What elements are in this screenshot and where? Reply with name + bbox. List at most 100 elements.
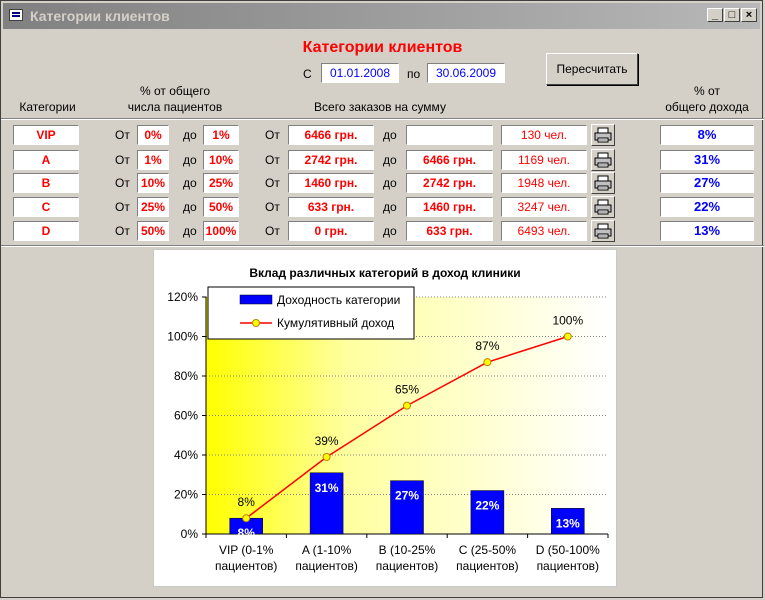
x-tick-label: D (50-100% bbox=[536, 543, 600, 557]
from-label: От bbox=[265, 176, 280, 190]
minimize-button[interactable]: _ bbox=[707, 8, 723, 22]
sum-from-field[interactable]: 1460 грн. bbox=[288, 173, 374, 193]
from-label: От bbox=[115, 200, 130, 214]
divider-top bbox=[1, 118, 764, 120]
category-name-field[interactable]: VIP bbox=[13, 125, 79, 145]
income-share-field[interactable]: 22% bbox=[660, 197, 754, 217]
print-button[interactable] bbox=[591, 220, 615, 242]
legend-swatch-marker bbox=[252, 319, 260, 327]
x-tick-label: VIP (0-1% bbox=[219, 543, 274, 557]
pct-to-field[interactable]: 25% bbox=[203, 173, 239, 193]
from-label: От bbox=[265, 153, 280, 167]
y-tick-label: 100% bbox=[167, 330, 198, 344]
from-label: От bbox=[115, 153, 130, 167]
income-share-field[interactable]: 13% bbox=[660, 221, 754, 241]
column-header-pct-income-2: общего дохода bbox=[665, 100, 749, 114]
from-label: От bbox=[265, 128, 280, 142]
line-point bbox=[563, 332, 572, 341]
line-data-label: 39% bbox=[315, 434, 339, 448]
category-name-field[interactable]: B bbox=[13, 173, 79, 193]
category-name-field[interactable]: A bbox=[13, 150, 79, 170]
x-tick-label: пациентов) bbox=[456, 559, 518, 573]
x-tick-label: A (1-10% bbox=[302, 543, 352, 557]
legend-label-line: Кумулятивный доход bbox=[277, 316, 394, 330]
to-date-field[interactable]: 30.06.2009 bbox=[427, 63, 505, 83]
to-label: до bbox=[183, 176, 197, 190]
from-date-field[interactable]: 01.01.2008 bbox=[321, 63, 399, 83]
to-label: до bbox=[183, 200, 197, 214]
income-share-field[interactable]: 8% bbox=[660, 125, 754, 145]
bar bbox=[390, 480, 424, 535]
legend-label-bar: Доходность категории bbox=[277, 293, 400, 307]
line-point bbox=[483, 358, 492, 367]
column-header-orders: Всего заказов на сумму bbox=[314, 100, 446, 114]
x-tick-label: C (25-50% bbox=[459, 543, 517, 557]
bar-data-label: 8% bbox=[238, 526, 256, 540]
close-button[interactable]: × bbox=[741, 8, 757, 22]
bar bbox=[551, 508, 585, 535]
x-tick-label: пациентов) bbox=[295, 559, 357, 573]
to-label: до bbox=[383, 176, 397, 190]
window-title: Категории клиентов bbox=[30, 8, 170, 24]
print-button[interactable] bbox=[591, 124, 615, 146]
sum-to-field[interactable] bbox=[406, 125, 493, 145]
sum-to-field[interactable]: 2742 грн. bbox=[406, 173, 493, 193]
legend-swatch-bar bbox=[239, 294, 273, 305]
y-tick-label: 20% bbox=[174, 488, 198, 502]
pct-from-field[interactable]: 50% bbox=[137, 221, 169, 241]
category-name-field[interactable]: D bbox=[13, 221, 79, 241]
from-label: От bbox=[265, 224, 280, 238]
to-label: до bbox=[183, 153, 197, 167]
column-header-category: Категории bbox=[19, 100, 76, 114]
category-name-field[interactable]: C bbox=[13, 197, 79, 217]
x-tick-label: B (10-25% bbox=[379, 543, 436, 557]
patient-count-field[interactable]: 130 чел. bbox=[501, 125, 587, 145]
bar-data-label: 31% bbox=[315, 481, 339, 495]
sum-from-field[interactable]: 633 грн. bbox=[288, 197, 374, 217]
patient-count-field[interactable]: 3247 чел. bbox=[501, 197, 587, 217]
to-label: до bbox=[383, 224, 397, 238]
column-header-pct-income-1: % от bbox=[694, 84, 720, 98]
printer-icon bbox=[594, 152, 612, 168]
patient-count-field[interactable]: 1169 чел. bbox=[501, 150, 587, 170]
recalculate-button[interactable]: Пересчитать bbox=[546, 53, 638, 85]
sum-to-field[interactable]: 1460 грн. bbox=[406, 197, 493, 217]
to-label: до bbox=[383, 128, 397, 142]
pct-from-field[interactable]: 0% bbox=[137, 125, 169, 145]
line-data-label: 87% bbox=[475, 339, 499, 353]
patient-count-field[interactable]: 6493 чел. bbox=[501, 221, 587, 241]
print-button[interactable] bbox=[591, 172, 615, 194]
sum-from-field[interactable]: 0 грн. bbox=[288, 221, 374, 241]
pct-to-field[interactable]: 10% bbox=[203, 150, 239, 170]
patient-count-field[interactable]: 1948 чел. bbox=[501, 173, 587, 193]
printer-icon bbox=[594, 127, 612, 143]
pct-to-field[interactable]: 100% bbox=[203, 221, 239, 241]
income-share-field[interactable]: 31% bbox=[660, 150, 754, 170]
sum-from-field[interactable]: 6466 грн. bbox=[288, 125, 374, 145]
bar-data-label: 13% bbox=[556, 516, 580, 530]
pct-to-field[interactable]: 50% bbox=[203, 197, 239, 217]
print-button[interactable] bbox=[591, 149, 615, 171]
sum-to-field[interactable]: 633 грн. bbox=[406, 221, 493, 241]
maximize-button[interactable]: □ bbox=[724, 8, 740, 22]
pct-from-field[interactable]: 10% bbox=[137, 173, 169, 193]
sum-from-field[interactable]: 2742 грн. bbox=[288, 150, 374, 170]
column-header-pct-patients-1: % от общего bbox=[140, 84, 210, 98]
y-tick-label: 120% bbox=[167, 290, 198, 304]
income-share-field[interactable]: 27% bbox=[660, 173, 754, 193]
pct-from-field[interactable]: 25% bbox=[137, 197, 169, 217]
from-label: От bbox=[115, 224, 130, 238]
print-button[interactable] bbox=[591, 196, 615, 218]
form-icon bbox=[9, 9, 23, 21]
pct-to-field[interactable]: 1% bbox=[203, 125, 239, 145]
to-date-label: по bbox=[407, 67, 421, 81]
title-bar[interactable]: Категории клиентов _ □ × bbox=[3, 3, 760, 29]
sum-to-field[interactable]: 6466 грн. bbox=[406, 150, 493, 170]
line-data-label: 8% bbox=[238, 495, 256, 509]
pct-from-field[interactable]: 1% bbox=[137, 150, 169, 170]
x-tick-label: пациентов) bbox=[537, 559, 599, 573]
printer-icon bbox=[594, 223, 612, 239]
divider-bottom bbox=[1, 245, 764, 247]
to-label: до bbox=[383, 200, 397, 214]
